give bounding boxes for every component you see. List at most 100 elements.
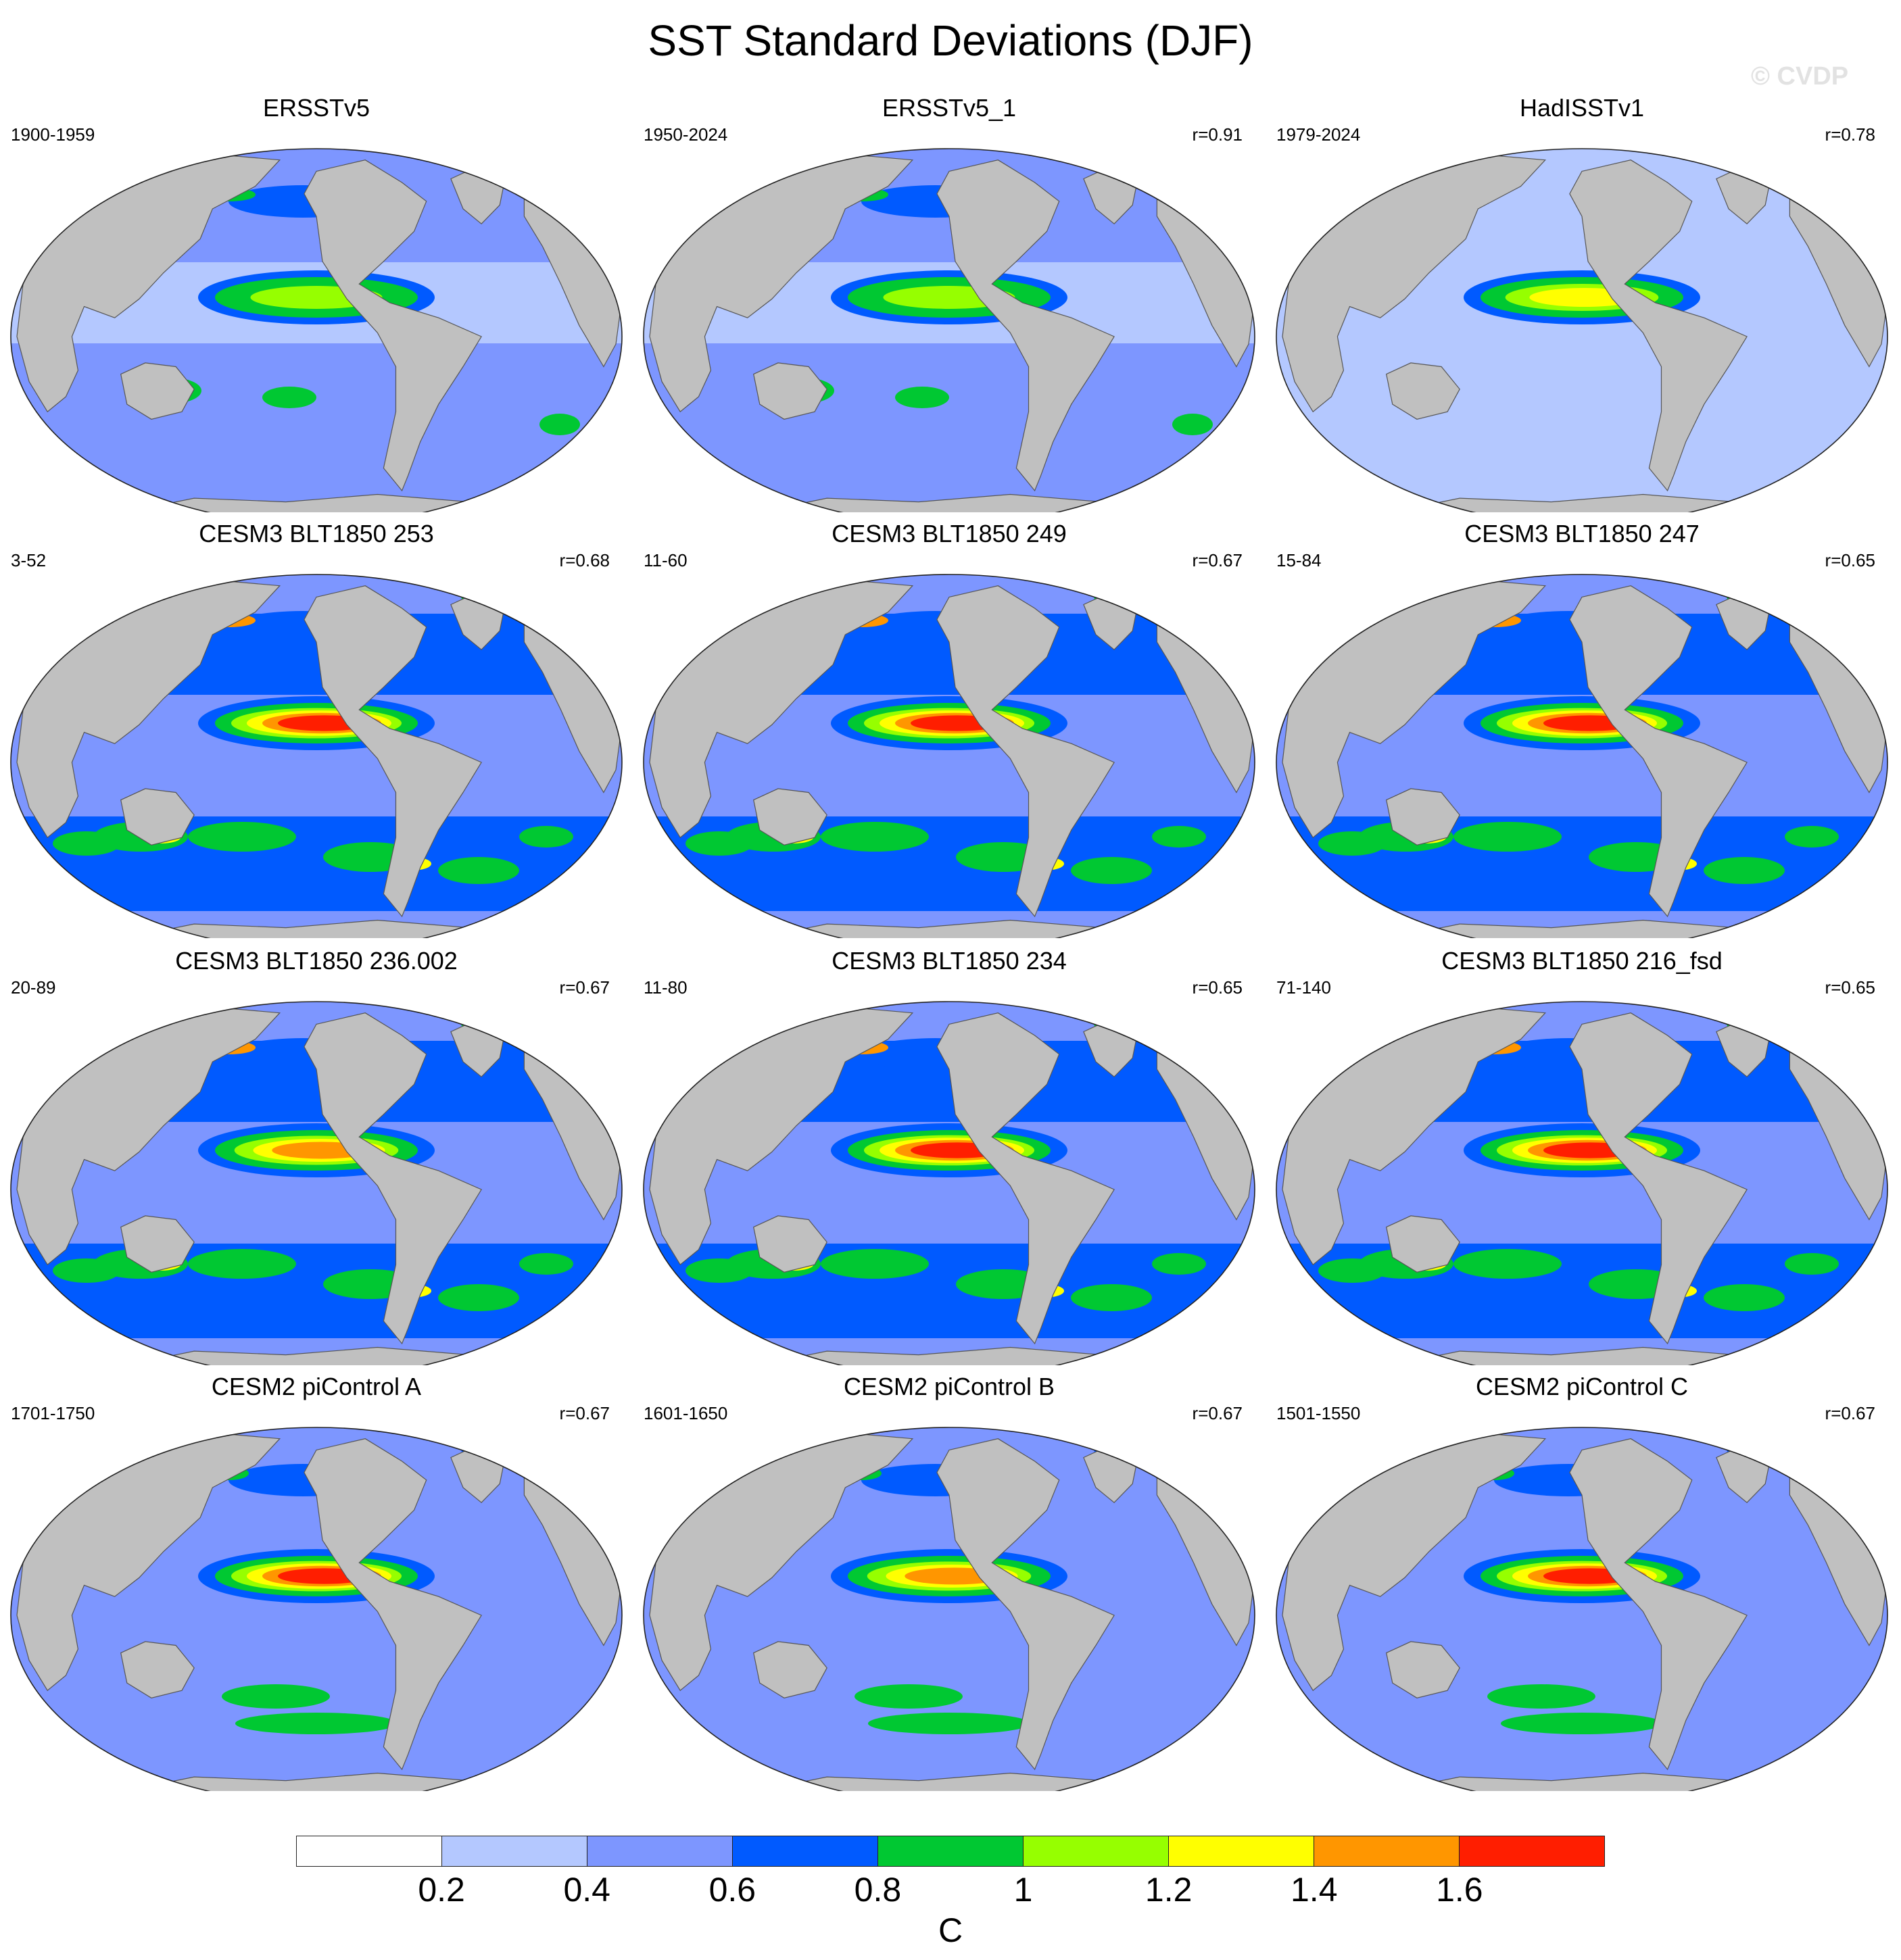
- map-plot: [10, 148, 623, 512]
- americas-land: [1569, 1012, 1748, 1345]
- southern-ocean-patch: [1704, 857, 1785, 884]
- colorbar-labels: 0.2 0.4 0.6 0.8 1 1.2 1.4 1.6: [296, 1869, 1605, 1910]
- map-outline: [10, 148, 623, 512]
- americas-land: [1569, 1438, 1748, 1771]
- map-panel: CESM3 BLT1850 216_fsd 71-140 r=0.65: [1271, 946, 1893, 1365]
- southern-ocean-patch: [1704, 1284, 1785, 1311]
- southern-ocean-patch: [1172, 414, 1213, 435]
- southern-ocean-patch: [519, 1253, 573, 1275]
- australia-land: [753, 788, 827, 846]
- southern-ocean-patch: [188, 1249, 296, 1279]
- colorbar-segment: [442, 1836, 587, 1867]
- panel-period: 1950-2024: [644, 124, 728, 145]
- panel-period: 11-60: [644, 550, 688, 570]
- map-panel: CESM2 piControl A 1701-1750 r=0.67: [5, 1372, 627, 1791]
- australia-land: [120, 362, 195, 420]
- colorbar-tick-label: 0.4: [563, 1871, 610, 1909]
- map-plot: [643, 1001, 1255, 1365]
- panel-period: 20-89: [11, 977, 56, 998]
- australia-land: [1386, 1215, 1460, 1273]
- americas-land: [936, 160, 1115, 492]
- panel-correlation: r=0.68: [559, 550, 610, 570]
- sst-field: [644, 149, 1255, 512]
- southern-ocean-patch: [53, 831, 120, 856]
- australia-land: [753, 362, 827, 420]
- americas-land: [304, 1438, 482, 1771]
- panel-correlation: r=0.65: [1192, 977, 1243, 998]
- map-outline: [1276, 1001, 1888, 1365]
- panel-correlation: r=0.67: [1192, 1403, 1243, 1423]
- sst-field: [11, 149, 622, 512]
- colorbar-tick-label: 0.2: [418, 1871, 465, 1909]
- southern-ocean-patch: [53, 1258, 120, 1283]
- map-outline: [643, 1001, 1255, 1365]
- sst-field: [1276, 1427, 1887, 1791]
- australia-land: [1386, 362, 1460, 420]
- americas-land: [304, 1012, 482, 1345]
- map-outline: [10, 1001, 623, 1365]
- panel-correlation: r=0.67: [559, 977, 610, 998]
- southern-ocean-patch: [1453, 1249, 1562, 1279]
- sst-field: [11, 574, 622, 938]
- colorbar-segment: [1314, 1836, 1460, 1867]
- map-plot: [10, 574, 623, 938]
- panel-period: 1900-1959: [11, 124, 95, 145]
- panel-period: 1501-1550: [1276, 1403, 1361, 1423]
- map-panel: CESM3 BLT1850 249 11-60 r=0.67: [638, 519, 1260, 938]
- panel-period: 1601-1650: [644, 1403, 728, 1423]
- southern-ocean-patch: [1152, 1253, 1206, 1275]
- map-plot: [643, 148, 1255, 512]
- southern-ocean-patch: [262, 387, 316, 408]
- southern-ocean-patch: [1453, 822, 1562, 852]
- southern-ocean-patch: [821, 822, 929, 852]
- panel-title: CESM3 BLT1850 234: [832, 947, 1067, 975]
- americas-land: [1569, 160, 1748, 492]
- southern-ocean-patch: [235, 1713, 398, 1734]
- sst-field: [1276, 1002, 1887, 1365]
- americas-land: [936, 585, 1115, 918]
- colorbar-tick-label: 1: [1013, 1871, 1033, 1909]
- panel-title: CESM2 piControl A: [211, 1373, 422, 1400]
- panel-correlation: r=0.65: [1825, 977, 1875, 998]
- americas-land: [304, 160, 482, 492]
- panel-correlation: r=0.67: [1825, 1403, 1875, 1423]
- map-outline: [1276, 1427, 1888, 1791]
- panel-period: 1701-1750: [11, 1403, 95, 1423]
- southern-ocean-patch: [519, 826, 573, 848]
- map-outline: [10, 574, 623, 938]
- colorbar-unit: C: [938, 1911, 963, 1949]
- australia-land: [753, 1215, 827, 1273]
- southern-ocean-patch: [1785, 1253, 1839, 1275]
- panel-correlation: r=0.91: [1192, 124, 1243, 145]
- colorbar-segment: [296, 1836, 442, 1867]
- panel-title: ERSSTv5: [262, 94, 370, 122]
- map-panel: CESM2 piControl B 1601-1650 r=0.67: [638, 1372, 1260, 1791]
- map-plot: [1276, 1001, 1888, 1365]
- southern-ocean-patch: [1318, 831, 1386, 856]
- southern-ocean-patch: [821, 1249, 929, 1279]
- map-panel: CESM2 piControl C 1501-1550 r=0.67: [1271, 1372, 1893, 1791]
- colorbar-tick-label: 1.6: [1436, 1871, 1483, 1909]
- panel-period: 3-52: [11, 550, 47, 570]
- map-outline: [1276, 148, 1888, 512]
- map-outline: [643, 148, 1255, 512]
- map-panel: ERSSTv5 1900-1959: [5, 93, 627, 512]
- americas-land: [936, 1012, 1115, 1345]
- map-plot: [1276, 1427, 1888, 1791]
- panel-title: ERSSTv5_1: [882, 94, 1017, 122]
- panel-period: 15-84: [1276, 550, 1322, 570]
- panel-correlation: r=0.65: [1825, 550, 1875, 570]
- colorbar-segment: [587, 1836, 733, 1867]
- colorbar-segment: [1460, 1836, 1605, 1867]
- australia-land: [1386, 788, 1460, 846]
- australia-land: [1386, 1641, 1460, 1698]
- americas-land: [936, 1438, 1115, 1771]
- sst-field: [644, 1427, 1255, 1791]
- southern-ocean-patch: [438, 1284, 519, 1311]
- map-outline: [643, 574, 1255, 938]
- sst-field: [644, 574, 1255, 938]
- southern-ocean-patch: [438, 857, 519, 884]
- panel-title: CESM3 BLT1850 216_fsd: [1441, 947, 1723, 975]
- map-plot: [10, 1427, 623, 1791]
- panel-title: CESM3 BLT1850 247: [1464, 520, 1700, 547]
